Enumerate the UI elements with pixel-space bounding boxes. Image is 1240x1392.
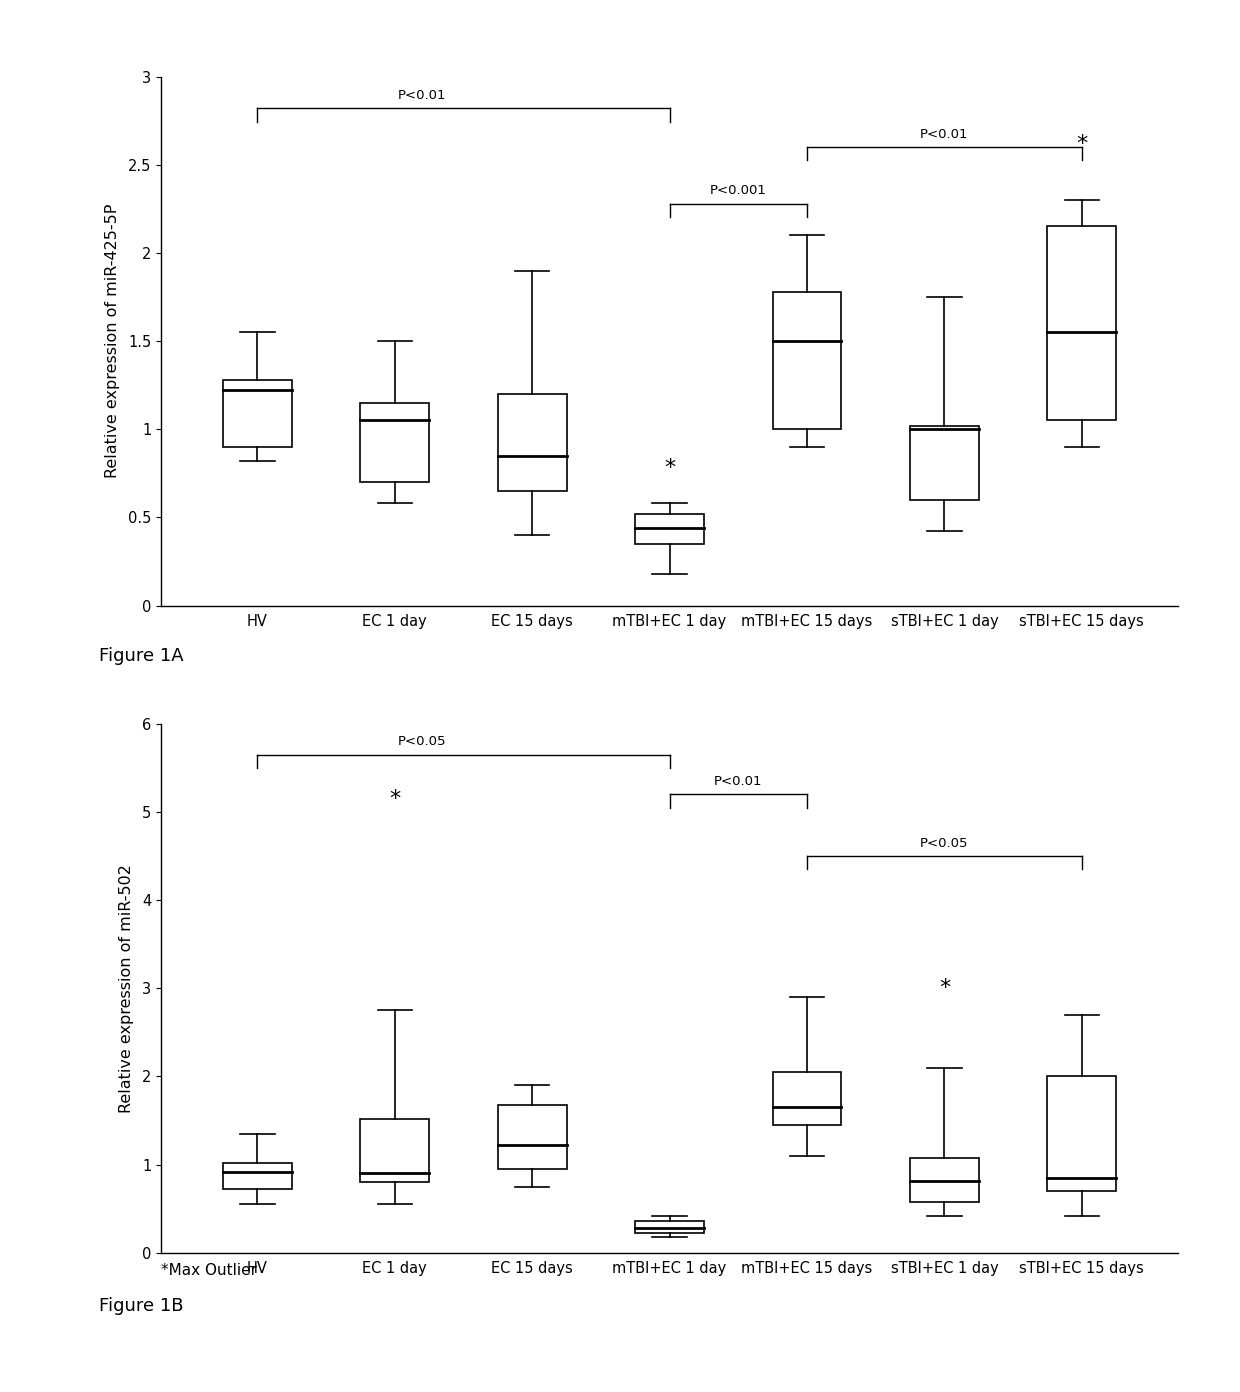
Y-axis label: Relative expression of miR-425-5P: Relative expression of miR-425-5P bbox=[104, 203, 120, 479]
Bar bbox=[497, 1105, 567, 1169]
Bar bbox=[773, 292, 842, 429]
Bar bbox=[635, 514, 704, 544]
Text: P<0.001: P<0.001 bbox=[709, 184, 766, 198]
Bar bbox=[223, 380, 291, 447]
Bar bbox=[773, 1072, 842, 1125]
Text: *: * bbox=[939, 979, 950, 998]
Bar bbox=[1048, 227, 1116, 420]
Text: *: * bbox=[663, 458, 676, 477]
Text: P<0.01: P<0.01 bbox=[714, 775, 763, 788]
Bar bbox=[497, 394, 567, 491]
Bar bbox=[910, 1158, 978, 1201]
Bar bbox=[361, 402, 429, 482]
Text: P<0.01: P<0.01 bbox=[398, 89, 446, 102]
Text: P<0.05: P<0.05 bbox=[398, 735, 446, 749]
Text: Figure 1A: Figure 1A bbox=[99, 647, 184, 665]
Text: *Max Outlier: *Max Outlier bbox=[161, 1263, 257, 1278]
Bar bbox=[223, 1162, 291, 1189]
Text: P<0.01: P<0.01 bbox=[920, 128, 968, 141]
Text: Figure 1B: Figure 1B bbox=[99, 1297, 184, 1315]
Bar bbox=[361, 1119, 429, 1182]
Bar bbox=[910, 426, 978, 500]
Text: *: * bbox=[1076, 134, 1087, 153]
Y-axis label: Relative expression of miR-502: Relative expression of miR-502 bbox=[119, 864, 134, 1112]
Text: *: * bbox=[389, 789, 401, 809]
Text: P<0.05: P<0.05 bbox=[920, 837, 968, 849]
Bar bbox=[1048, 1076, 1116, 1192]
Bar bbox=[635, 1221, 704, 1233]
